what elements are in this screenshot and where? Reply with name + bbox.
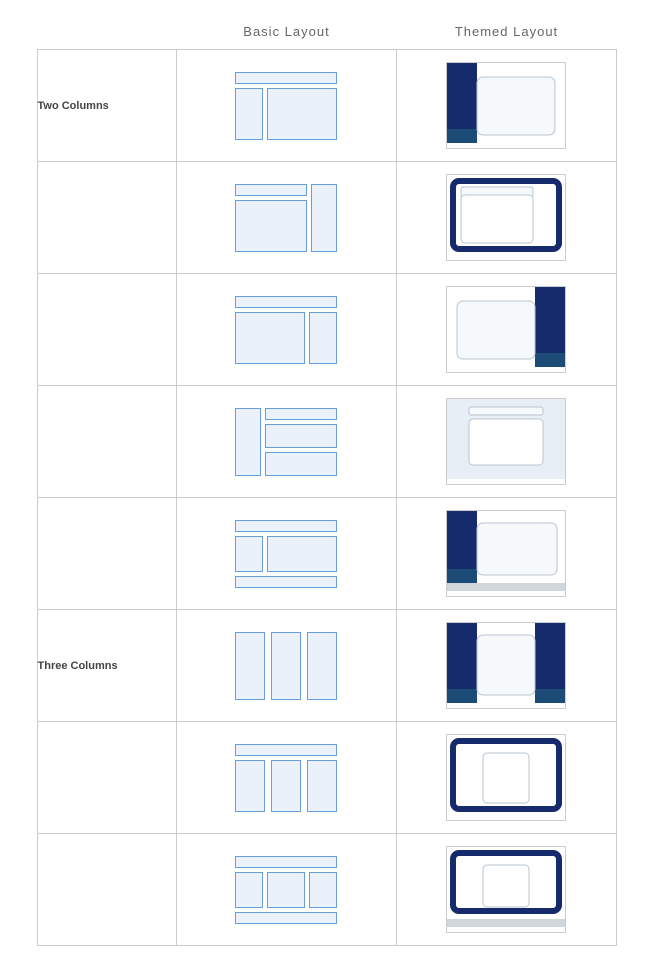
header-spacer — [37, 24, 177, 39]
basic-layout-option[interactable] — [177, 834, 397, 946]
layout-row-label — [37, 498, 177, 610]
themed-layout-option[interactable] — [396, 610, 616, 722]
themed-layout-thumb — [397, 50, 616, 161]
basic-layout-option[interactable] — [177, 274, 397, 386]
themed-layout-thumb — [397, 386, 616, 497]
layout-row-label — [37, 386, 177, 498]
header-basic: Basic Layout — [177, 24, 397, 39]
layout-row — [37, 386, 616, 498]
themed-layout-option[interactable] — [396, 834, 616, 946]
layouts-table: Two Columns Three Columns — [37, 49, 617, 946]
themed-layout-thumb — [397, 162, 616, 273]
basic-layout-option[interactable] — [177, 162, 397, 274]
basic-layout-option[interactable] — [177, 610, 397, 722]
basic-layout-thumb — [177, 386, 396, 497]
themed-layout-thumb — [397, 498, 616, 609]
themed-layout-option[interactable] — [396, 162, 616, 274]
layout-row — [37, 162, 616, 274]
basic-layout-thumb — [177, 610, 396, 721]
layout-row: Three Columns — [37, 610, 616, 722]
themed-layout-thumb — [397, 610, 616, 721]
themed-layout-thumb — [397, 722, 616, 833]
basic-layout-thumb — [177, 498, 396, 609]
layout-row — [37, 722, 616, 834]
basic-layout-thumb — [177, 50, 396, 161]
themed-layout-thumb — [397, 834, 616, 945]
layout-row-label — [37, 722, 177, 834]
basic-layout-thumb — [177, 834, 396, 945]
layout-row-label: Two Columns — [37, 50, 177, 162]
layout-row-label: Three Columns — [37, 610, 177, 722]
layout-row — [37, 498, 616, 610]
themed-layout-option[interactable] — [396, 498, 616, 610]
basic-layout-thumb — [177, 274, 396, 385]
basic-layout-thumb — [177, 162, 396, 273]
themed-layout-thumb — [397, 274, 616, 385]
layout-row — [37, 274, 616, 386]
layout-row — [37, 834, 616, 946]
basic-layout-option[interactable] — [177, 722, 397, 834]
layout-row-label — [37, 274, 177, 386]
basic-layout-option[interactable] — [177, 50, 397, 162]
header-row: Basic Layout Themed Layout — [37, 24, 617, 49]
themed-layout-option[interactable] — [396, 386, 616, 498]
basic-layout-thumb — [177, 722, 396, 833]
layout-row-label — [37, 834, 177, 946]
layout-row: Two Columns — [37, 50, 616, 162]
themed-layout-option[interactable] — [396, 50, 616, 162]
themed-layout-option[interactable] — [396, 722, 616, 834]
themed-layout-option[interactable] — [396, 274, 616, 386]
layout-row-label — [37, 162, 177, 274]
basic-layout-option[interactable] — [177, 386, 397, 498]
header-themed: Themed Layout — [397, 24, 617, 39]
basic-layout-option[interactable] — [177, 498, 397, 610]
layout-gallery: Basic Layout Themed Layout Two Columns Th… — [37, 0, 617, 946]
